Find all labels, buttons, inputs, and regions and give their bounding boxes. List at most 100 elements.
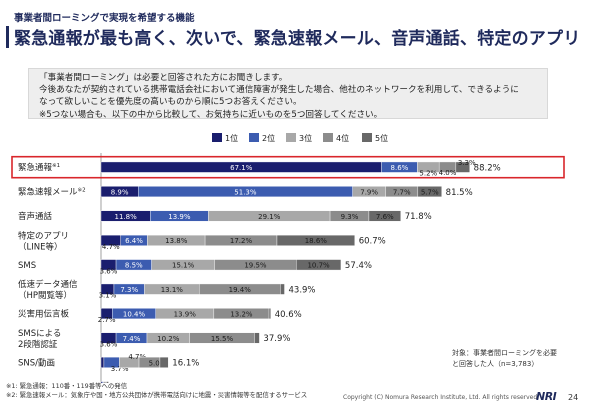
segment-label: 51.3% — [234, 188, 257, 196]
bar-segment — [280, 283, 285, 295]
segment-label: 18.6% — [305, 237, 328, 245]
bar-segment — [106, 381, 109, 383]
segment-label: 67.1% — [230, 164, 253, 172]
company-logo: NRI — [536, 390, 557, 403]
segment-label: 7.9% — [360, 188, 378, 196]
category-label: 緊急速報メール※2 — [18, 187, 86, 198]
legend-swatch — [286, 133, 296, 142]
bar-segment — [296, 259, 342, 271]
page-subtitle: 事業者間ローミングで実現を希望する機能 — [14, 13, 195, 24]
category-label: 特定のアプリ — [18, 230, 69, 241]
bar-segment — [159, 356, 169, 368]
bar-segment — [268, 308, 271, 320]
segment-label: 29.1% — [258, 213, 281, 221]
segment-label: 13.2% — [230, 310, 253, 318]
bar-segment — [102, 381, 104, 383]
segment-label: 11.8% — [115, 213, 138, 221]
bar-segment — [276, 234, 355, 246]
question-line: なって欲しいことを優先度の高いものから順に5つお答えください。 — [39, 97, 302, 108]
bar-segment — [417, 186, 442, 198]
segment-label: 3.1% — [99, 292, 117, 300]
segment-label: 13.1% — [161, 286, 184, 294]
question-box: 「事業者間ローミング」は必要と回答された方にお聞きします。 今後あなたが契約され… — [28, 68, 548, 120]
category-label: 災害用伝言板 — [18, 309, 70, 320]
bar-segment — [100, 356, 105, 368]
legend-label: 5位 — [375, 133, 388, 143]
segment-label: 7.4% — [123, 335, 141, 343]
question-line: 今後あなたが契約されている携帯電話会社において通信障害が発生した場合、他社のネッ… — [39, 85, 519, 96]
title-accent-bar — [6, 26, 9, 48]
category-label: SMS — [18, 261, 36, 271]
bar-segment — [254, 332, 260, 344]
bar-segment — [368, 210, 401, 222]
legend-label: 1位 — [225, 133, 238, 143]
total-label: 57.4% — [345, 261, 372, 271]
segment-label: 13.9% — [174, 310, 197, 318]
highlight-box — [11, 155, 565, 179]
segment-label: 15.5% — [211, 335, 234, 343]
segment-label: 10.2% — [157, 335, 180, 343]
legend-label: 3位 — [299, 133, 312, 143]
category-label: 2段階認証 — [18, 339, 58, 350]
category-label: SMSによる — [18, 329, 61, 339]
segment-label: 19.5% — [244, 262, 267, 270]
footnote: ※2: 緊急速報メール：気象庁や国・地方公共団体が携帯電話向けに地震・災害情報等… — [6, 391, 308, 400]
segment-label: 2.7% — [98, 316, 116, 324]
page-title: 緊急通報が最も高く、次いで、緊急速報メール、音声通話、特定のアプリ — [14, 29, 581, 49]
segment-label: 8.5% — [125, 262, 143, 270]
segment-label: 3.6% — [100, 341, 118, 349]
segment-label: 4.0% — [439, 169, 457, 177]
page-number: 24 — [568, 393, 579, 402]
target-note-line: 対象：事業者間ローミングを必要 — [452, 349, 557, 357]
category-label: （LINE等） — [18, 241, 62, 252]
bar-segment — [100, 381, 103, 383]
segment-label: 15.1% — [172, 262, 195, 270]
segment-label: 7.3% — [120, 286, 138, 294]
legend-swatch — [323, 133, 333, 142]
target-note: 対象：事業者間ローミングを必要 と回答した人（n=3,783） — [452, 348, 557, 369]
segment-label: 9.3% — [341, 213, 359, 221]
segment-label: 7.7% — [393, 188, 411, 196]
category-label: 音声通話 — [18, 211, 53, 222]
question-line: ※5つない場合も、以下の中から比較して、お気持ちに近いものを5つ回答してください… — [39, 109, 383, 120]
segment-label: 19.4% — [229, 286, 252, 294]
total-label: 88.2% — [474, 163, 501, 173]
total-label: 81.5% — [446, 188, 473, 198]
total-label: 37.9% — [263, 334, 290, 344]
segment-label: 5.7% — [421, 188, 439, 196]
total-label: 43.9% — [289, 285, 316, 295]
segment-label: 5.2% — [419, 170, 437, 178]
footnotes: ※1: 緊急通報：110番・119番等への発信 ※2: 緊急速報メール：気象庁や… — [6, 382, 307, 401]
total-label: 71.8% — [405, 212, 432, 222]
category-label: SNS/動画 — [18, 357, 55, 368]
legend-swatch — [249, 133, 259, 142]
legend-swatch — [362, 133, 372, 142]
segment-label: 5.0% — [149, 359, 167, 367]
bar-segment — [103, 381, 106, 383]
footnote: ※1: 緊急通報：110番・119番等への発信 — [6, 382, 128, 390]
total-label: 60.7% — [359, 237, 386, 247]
target-note-line: と回答した人（n=3,783） — [452, 359, 539, 368]
category-label: （HP閲覧等） — [18, 290, 72, 301]
segment-label: 10.7% — [307, 262, 330, 270]
category-label: その他 — [18, 382, 44, 383]
question-line: 「事業者間ローミング」は必要と回答された方にお聞きします。 — [39, 73, 288, 83]
segment-label: 6.4% — [125, 237, 143, 245]
segment-label: 4.7% — [128, 353, 146, 361]
segment-label: 8.6% — [391, 164, 409, 172]
category-label: 低速データ通信 — [18, 279, 78, 290]
segment-label: 8.9% — [111, 188, 129, 196]
legend-swatch — [212, 133, 222, 142]
category-label: 緊急通報※1 — [18, 162, 60, 173]
total-label: 16.1% — [172, 359, 199, 369]
segment-label: 3.3% — [458, 159, 476, 167]
total-label: 40.6% — [275, 310, 302, 320]
segment-label: 4.7% — [102, 243, 120, 251]
segment-label: 13.9% — [168, 213, 191, 221]
segment-label: 7.6% — [376, 213, 394, 221]
segment-label: 3.6% — [100, 267, 118, 275]
bar-segment — [104, 381, 108, 383]
bar-segment — [455, 161, 470, 173]
segment-label: 13.8% — [165, 237, 188, 245]
